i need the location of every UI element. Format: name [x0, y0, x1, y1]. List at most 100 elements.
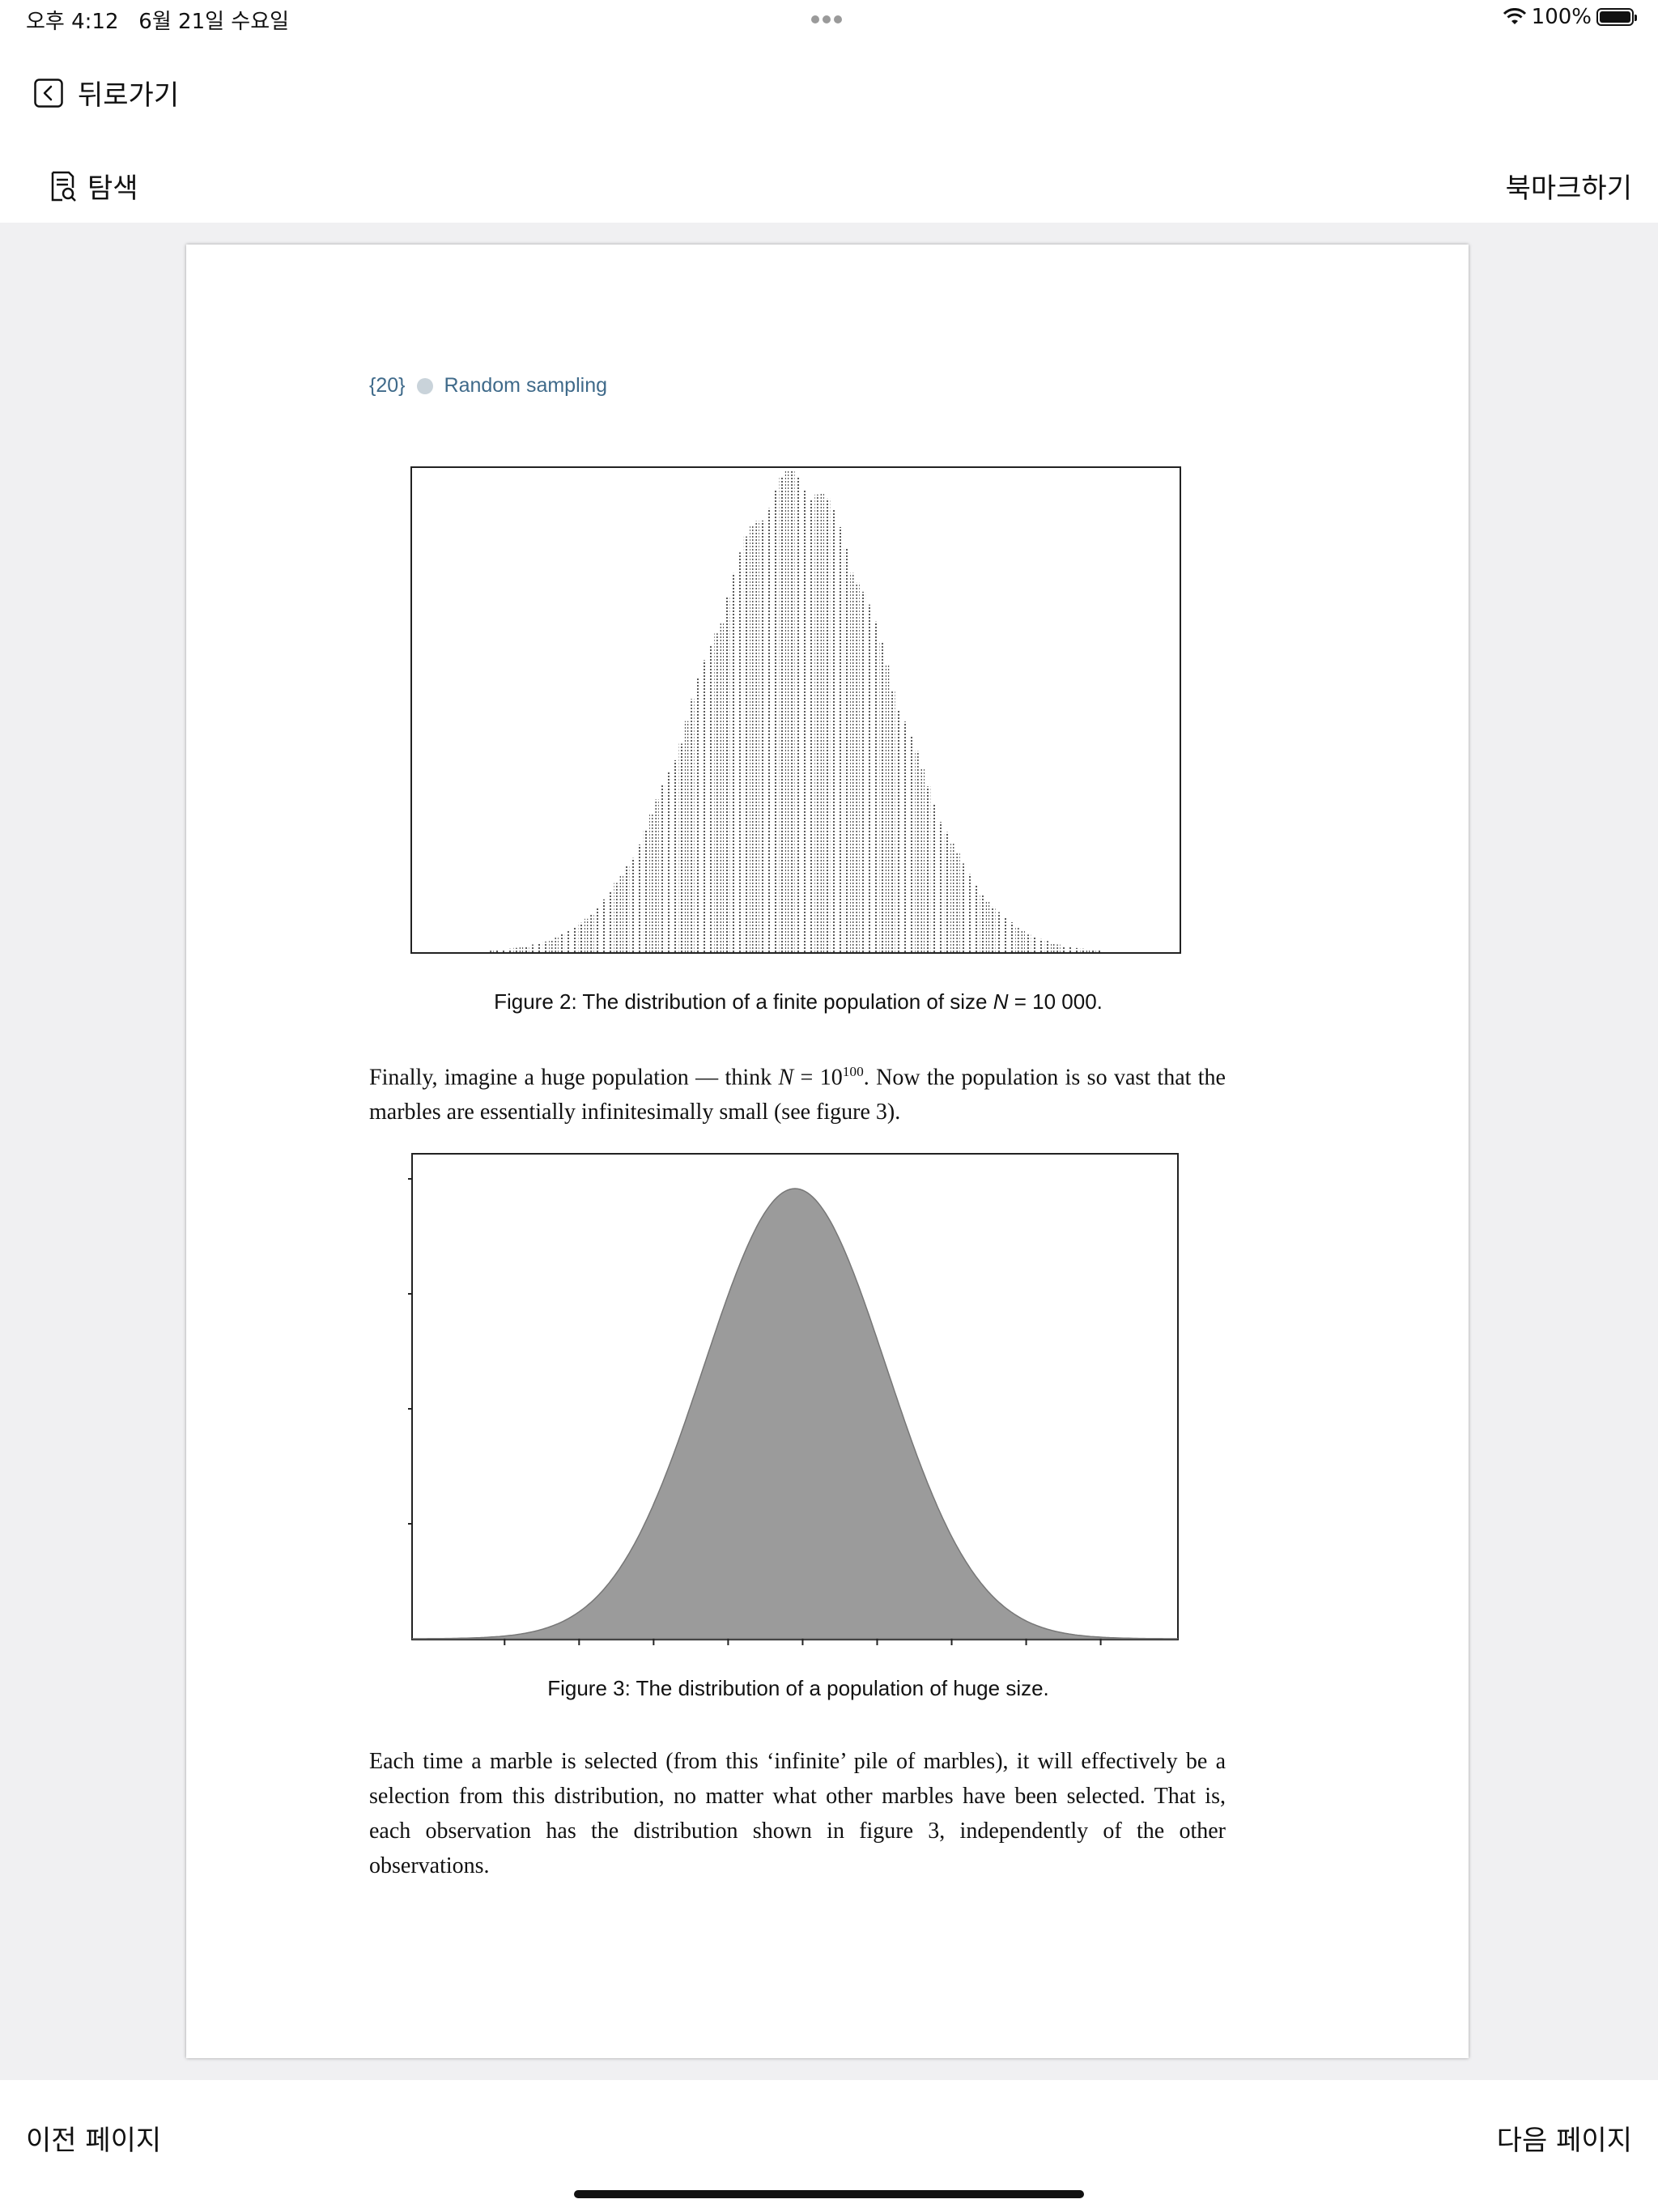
histogram-bar [1074, 947, 1078, 952]
histogram-bar [661, 785, 665, 952]
wifi-icon [1503, 8, 1526, 24]
histogram-bar [755, 521, 759, 952]
status-indicators: 100% [1503, 5, 1637, 29]
para1-exponent: 100 [842, 1064, 864, 1079]
histogram-bar [773, 490, 777, 952]
histogram-bar [596, 907, 600, 952]
histogram-bar [578, 922, 583, 952]
histogram-bar [832, 509, 836, 952]
histogram-bar [560, 934, 565, 952]
histogram-bar [915, 751, 919, 952]
histogram-bar [490, 950, 494, 952]
histogram-bar [614, 883, 618, 952]
figure-2-plot [490, 470, 1102, 952]
histogram-bar [1021, 930, 1025, 952]
histogram-bar [844, 548, 848, 952]
histogram-bar [885, 665, 890, 952]
histogram-bar [625, 866, 630, 952]
histogram-bar [584, 918, 589, 952]
histogram-bar [1009, 922, 1014, 952]
histogram-bar [850, 572, 854, 952]
figure-3-chart [408, 1153, 1179, 1645]
histogram-bar [891, 690, 895, 952]
figure-2-caption: Figure 2: The distribution of a finite p… [369, 989, 1227, 1015]
histogram-bar [950, 842, 954, 952]
histogram-bar [1092, 950, 1096, 952]
histogram-bar [967, 874, 972, 952]
back-button[interactable]: 뒤로가기 [34, 73, 179, 113]
histogram-bar [495, 950, 500, 952]
histogram-bar [702, 660, 707, 952]
histogram-bar [525, 946, 529, 952]
status-time-text: 오후 4:12 [26, 10, 119, 34]
histogram-bar [797, 477, 801, 952]
home-indicator[interactable] [574, 2190, 1084, 2198]
histogram-bar [667, 772, 671, 952]
histogram-bar [1062, 946, 1066, 952]
histogram-bar [874, 621, 878, 952]
histogram-bar [867, 604, 872, 952]
histogram-bar [809, 500, 813, 952]
histogram-bar [696, 678, 700, 952]
histogram-bar [1044, 941, 1049, 952]
paragraph-1: Finally, imagine a huge population — thi… [369, 1054, 1226, 1129]
histogram-bar [1033, 937, 1037, 952]
bullet-dot-icon [416, 377, 433, 394]
histogram-bar [608, 891, 612, 952]
histogram-bar [897, 709, 901, 952]
battery-icon [1596, 8, 1637, 26]
histogram-bar [673, 759, 677, 952]
histogram-bar [655, 799, 659, 952]
histogram-bar [572, 926, 576, 952]
histogram-bar [725, 597, 730, 952]
histogram-bar [1027, 934, 1031, 952]
para1-part2: = 10 [793, 1065, 843, 1091]
histogram-bar [980, 894, 984, 952]
histogram-bar [708, 644, 712, 952]
page-number: {20} [369, 374, 406, 397]
histogram-bar [944, 832, 949, 952]
histogram-bar [720, 623, 725, 952]
running-head: {20} Random sampling [369, 374, 607, 398]
histogram-bar [508, 948, 512, 952]
histogram-bar [1068, 946, 1073, 952]
search-label: 탐색 [87, 172, 138, 205]
histogram-bar [637, 844, 641, 952]
battery-percent: 100% [1531, 5, 1592, 29]
histogram-bar [678, 743, 682, 952]
histogram-bar [1098, 950, 1102, 952]
histogram-bar [909, 735, 913, 952]
histogram-bar [1080, 948, 1084, 952]
histogram-bar [732, 572, 736, 952]
histogram-bar [531, 944, 535, 952]
histogram-bar [974, 884, 978, 952]
histogram-bar [1003, 917, 1008, 952]
histogram-bar [684, 721, 689, 952]
previous-page-button[interactable]: 이전 페이지 [26, 2125, 162, 2157]
histogram-bar [784, 470, 789, 952]
chevron-left-icon [34, 78, 63, 108]
search-button[interactable]: 탐색 [50, 166, 138, 206]
histogram-bar [691, 699, 695, 952]
histogram-bar [962, 863, 967, 952]
histogram-bar [997, 912, 1001, 952]
histogram-bar [1015, 926, 1019, 952]
back-label: 뒤로가기 [78, 79, 180, 112]
histogram-bar [992, 906, 996, 952]
caption2-var: N [993, 989, 1009, 1014]
multitasking-dots-icon[interactable] [811, 11, 847, 23]
histogram-bar [1086, 949, 1090, 952]
histogram-bar [767, 508, 772, 952]
bookmark-button[interactable]: 북마크하기 [1505, 172, 1632, 205]
figure-3-plot [408, 1178, 1178, 1645]
histogram-bar [933, 804, 937, 952]
histogram-bar [619, 874, 624, 952]
histogram-bar [838, 526, 842, 952]
histogram-bar [856, 582, 860, 952]
histogram-bar [602, 899, 606, 952]
para1-part1: Finally, imagine a huge population — thi… [369, 1065, 779, 1091]
para1-part3: . Now the population is so vast that the… [369, 1065, 1226, 1125]
caption2-suffix: = 10 000. [1008, 989, 1103, 1014]
histogram-bar [555, 936, 559, 952]
next-page-button[interactable]: 다음 페이지 [1496, 2125, 1632, 2157]
